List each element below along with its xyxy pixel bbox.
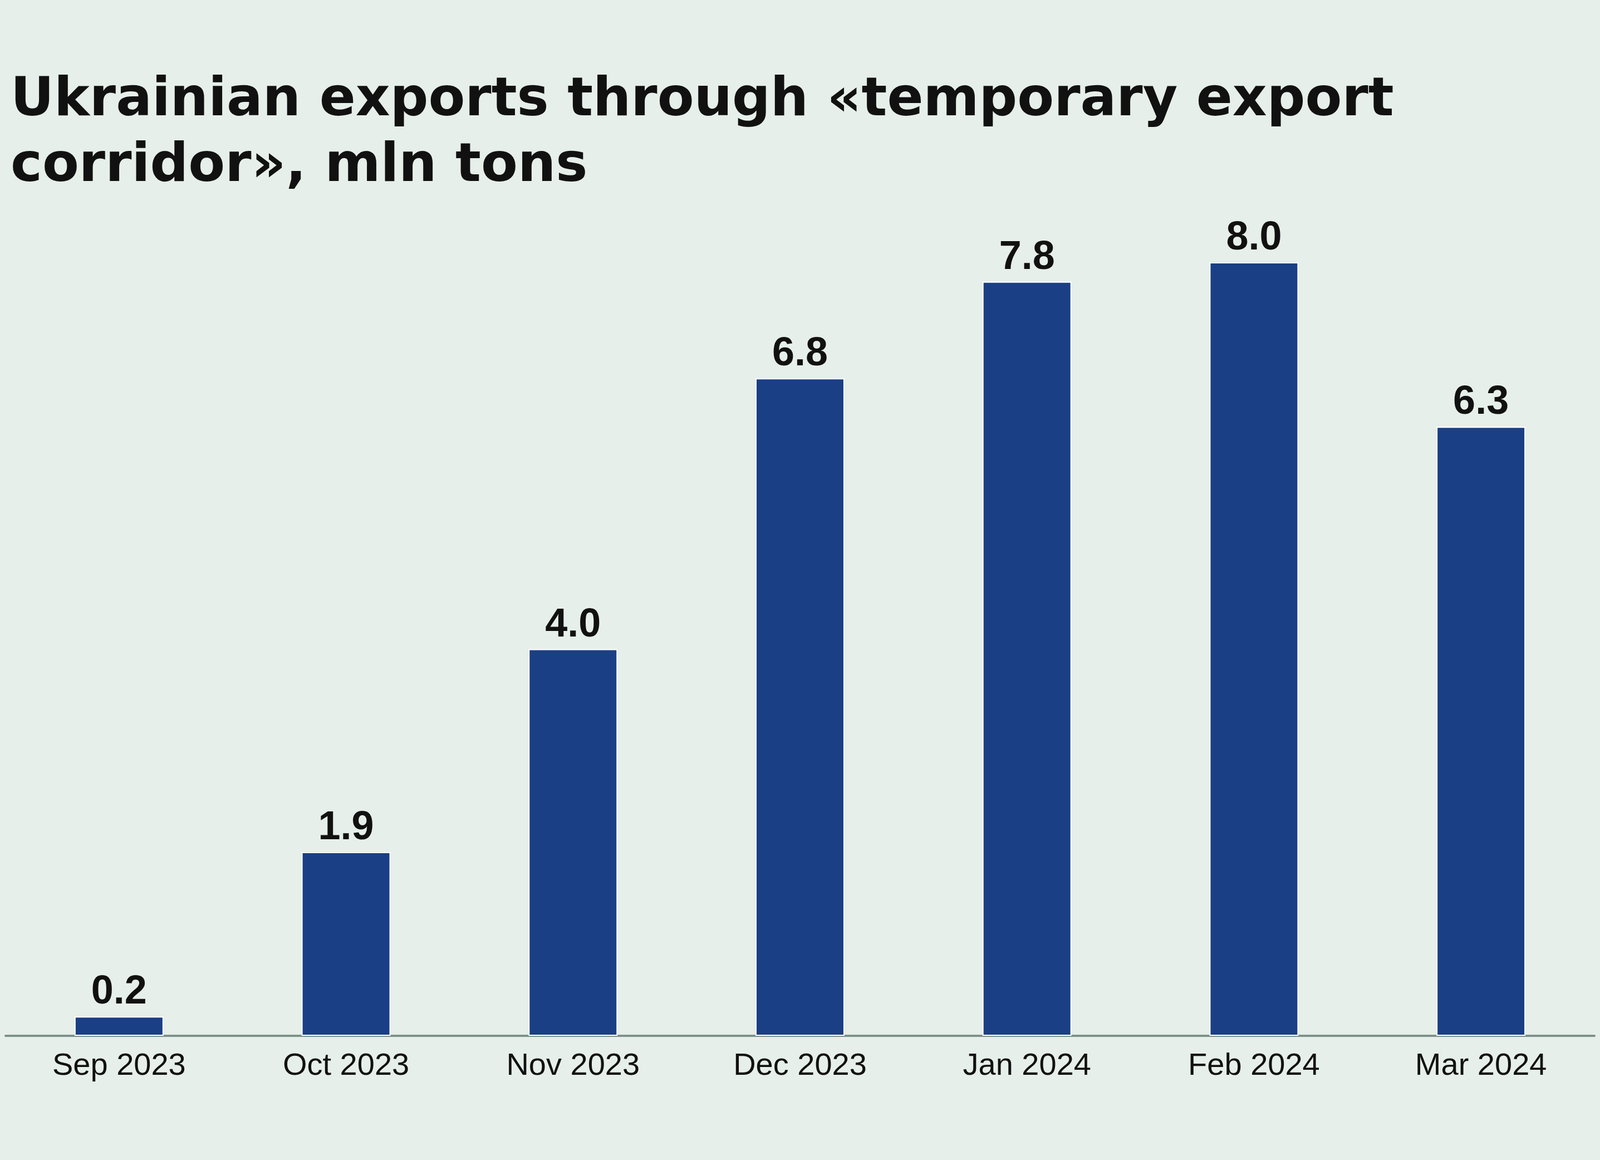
svg-text:Dec 2023: Dec 2023 xyxy=(733,1046,867,1082)
svg-text:Nov 2023: Nov 2023 xyxy=(506,1046,640,1082)
svg-text:0.2: 0.2 xyxy=(91,967,147,1012)
svg-text:Jan 2024: Jan 2024 xyxy=(962,1046,1091,1082)
svg-text:Oct 2023: Oct 2023 xyxy=(282,1046,410,1082)
svg-text:Feb 2024: Feb 2024 xyxy=(1188,1046,1320,1082)
svg-text:Mar 2024: Mar 2024 xyxy=(1415,1046,1548,1082)
svg-text:6.8: 6.8 xyxy=(772,329,828,374)
svg-text:7.8: 7.8 xyxy=(999,232,1055,278)
svg-text:Ukrainian exports through «tem: Ukrainian exports through «temporary exp… xyxy=(10,65,1395,129)
svg-text:6.3: 6.3 xyxy=(1453,377,1509,422)
svg-text:corridor», mln tons: corridor», mln tons xyxy=(10,131,588,194)
svg-text:Sep 2023: Sep 2023 xyxy=(52,1046,186,1082)
svg-text:8.0: 8.0 xyxy=(1225,213,1282,258)
svg-text:1.9: 1.9 xyxy=(318,802,375,848)
svg-text:4.0: 4.0 xyxy=(545,600,601,645)
